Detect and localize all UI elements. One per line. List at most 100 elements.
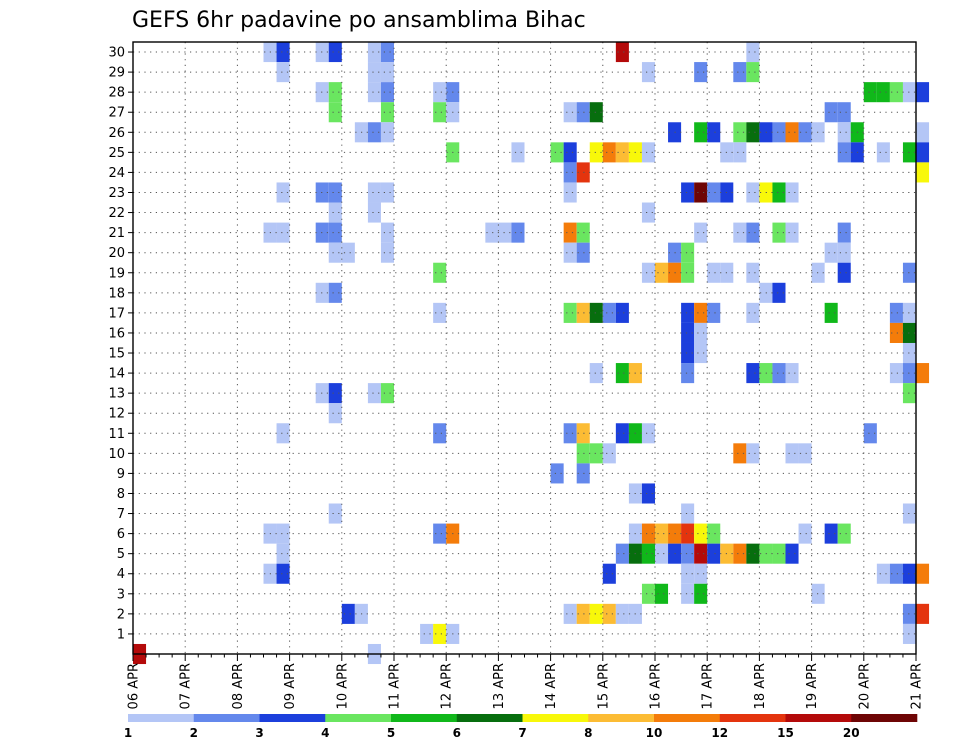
heatmap-cell xyxy=(681,503,695,524)
heatmap-cell xyxy=(367,182,381,203)
heatmap-cell xyxy=(785,543,799,564)
heatmap-cell xyxy=(328,242,342,263)
heatmap-cell xyxy=(837,122,851,143)
heatmap-cell xyxy=(694,222,708,243)
heatmap-cell xyxy=(615,423,629,444)
heatmap-cell xyxy=(380,102,394,123)
colorbar-label: 7 xyxy=(518,726,526,740)
colorbar-label: 1 xyxy=(124,726,132,740)
heatmap-cell xyxy=(380,122,394,143)
heatmap-cell xyxy=(641,543,655,564)
heatmap-cell xyxy=(772,363,786,384)
x-tick-label: 12 APR xyxy=(440,663,455,709)
heatmap-cell xyxy=(576,463,590,484)
heatmap-cell xyxy=(902,563,916,584)
heatmap-cell xyxy=(380,42,394,63)
heatmap-cell xyxy=(328,503,342,524)
heatmap-cell xyxy=(681,543,695,564)
heatmap-cell xyxy=(681,583,695,604)
heatmap-cell xyxy=(576,102,590,123)
y-tick-label: 5 xyxy=(117,547,125,562)
y-tick-label: 8 xyxy=(117,487,125,502)
heatmap-cell xyxy=(641,523,655,544)
colorbar-segment xyxy=(259,714,326,722)
heatmap-cell xyxy=(498,222,512,243)
heatmap-cell xyxy=(889,563,903,584)
heatmap-cell xyxy=(772,182,786,203)
heatmap-cell xyxy=(876,563,890,584)
heatmap-cell xyxy=(576,443,590,464)
heatmap-cell xyxy=(785,222,799,243)
heatmap-cell xyxy=(707,523,721,544)
heatmap-cell xyxy=(707,543,721,564)
heatmap-cell xyxy=(772,543,786,564)
heatmap-cell xyxy=(276,42,290,63)
heatmap-cell xyxy=(328,403,342,424)
heatmap-cell xyxy=(694,342,708,364)
heatmap-cell xyxy=(681,523,695,544)
heatmap-cell xyxy=(367,202,381,223)
heatmap-cell xyxy=(563,142,577,163)
heatmap-cell xyxy=(746,302,760,323)
heatmap-cell xyxy=(641,423,655,444)
x-tick-label: 16 APR xyxy=(649,663,664,709)
y-tick-label: 3 xyxy=(117,587,125,602)
y-tick-label: 14 xyxy=(108,367,125,382)
heatmap-cell xyxy=(681,262,695,283)
x-tick-label: 11 APR xyxy=(388,663,403,709)
heatmap-cell xyxy=(615,603,629,624)
x-tick-label: 10 APR xyxy=(335,663,350,709)
heatmap-cell xyxy=(707,122,721,143)
heatmap-cell xyxy=(733,122,747,143)
heatmap-cell xyxy=(367,42,381,63)
colorbar-label: 12 xyxy=(711,726,728,740)
heatmap-cell xyxy=(902,603,916,624)
y-tick-label: 23 xyxy=(108,186,125,201)
y-tick-label: 18 xyxy=(108,286,125,301)
x-tick-label: 07 APR xyxy=(179,663,194,709)
heatmap-cell xyxy=(772,122,786,143)
colorbar-segment xyxy=(522,714,589,722)
heatmap-cell xyxy=(276,222,290,243)
y-tick-label: 24 xyxy=(108,166,125,181)
heatmap-cell xyxy=(563,423,577,444)
y-tick-label: 29 xyxy=(108,66,125,81)
heatmap-cell xyxy=(328,282,342,303)
colorbar-segment xyxy=(851,714,918,722)
heatmap-cell xyxy=(694,583,708,604)
y-tick-label: 16 xyxy=(108,326,125,341)
heatmap-cell xyxy=(433,523,447,544)
heatmap-cell xyxy=(733,62,747,83)
heatmap-cell xyxy=(785,182,799,203)
y-tick-label: 2 xyxy=(117,607,125,622)
heatmap-cell xyxy=(380,383,394,404)
heatmap-cell xyxy=(746,222,760,243)
heatmap-cell xyxy=(889,82,903,103)
colorbar-label: 6 xyxy=(453,726,461,740)
heatmap-cell xyxy=(681,342,695,364)
heatmap-cell xyxy=(916,82,930,103)
y-tick-label: 7 xyxy=(117,507,125,522)
heatmap-cell xyxy=(341,603,355,624)
heatmap-cell xyxy=(276,62,290,83)
y-tick-label: 10 xyxy=(108,447,125,462)
x-tick-label: 08 APR xyxy=(231,663,246,709)
colorbar-segment xyxy=(391,714,458,722)
heatmap-cell xyxy=(641,202,655,223)
x-tick-label: 14 APR xyxy=(544,663,559,709)
heatmap-cell xyxy=(837,142,851,163)
heatmap-cell xyxy=(602,443,616,464)
heatmap-cell xyxy=(576,302,590,323)
heatmap-cell xyxy=(694,563,708,584)
heatmap-cell xyxy=(824,302,838,323)
heatmap-cell xyxy=(615,142,629,163)
heatmap-cell xyxy=(641,262,655,283)
colorbar-segment xyxy=(588,714,655,722)
y-tick-label: 13 xyxy=(108,387,125,402)
heatmap-cell xyxy=(589,102,603,123)
heatmap-cell xyxy=(916,563,930,584)
y-tick-label: 4 xyxy=(117,567,125,582)
heatmap-cell xyxy=(589,603,603,624)
heatmap-cell xyxy=(824,242,838,263)
